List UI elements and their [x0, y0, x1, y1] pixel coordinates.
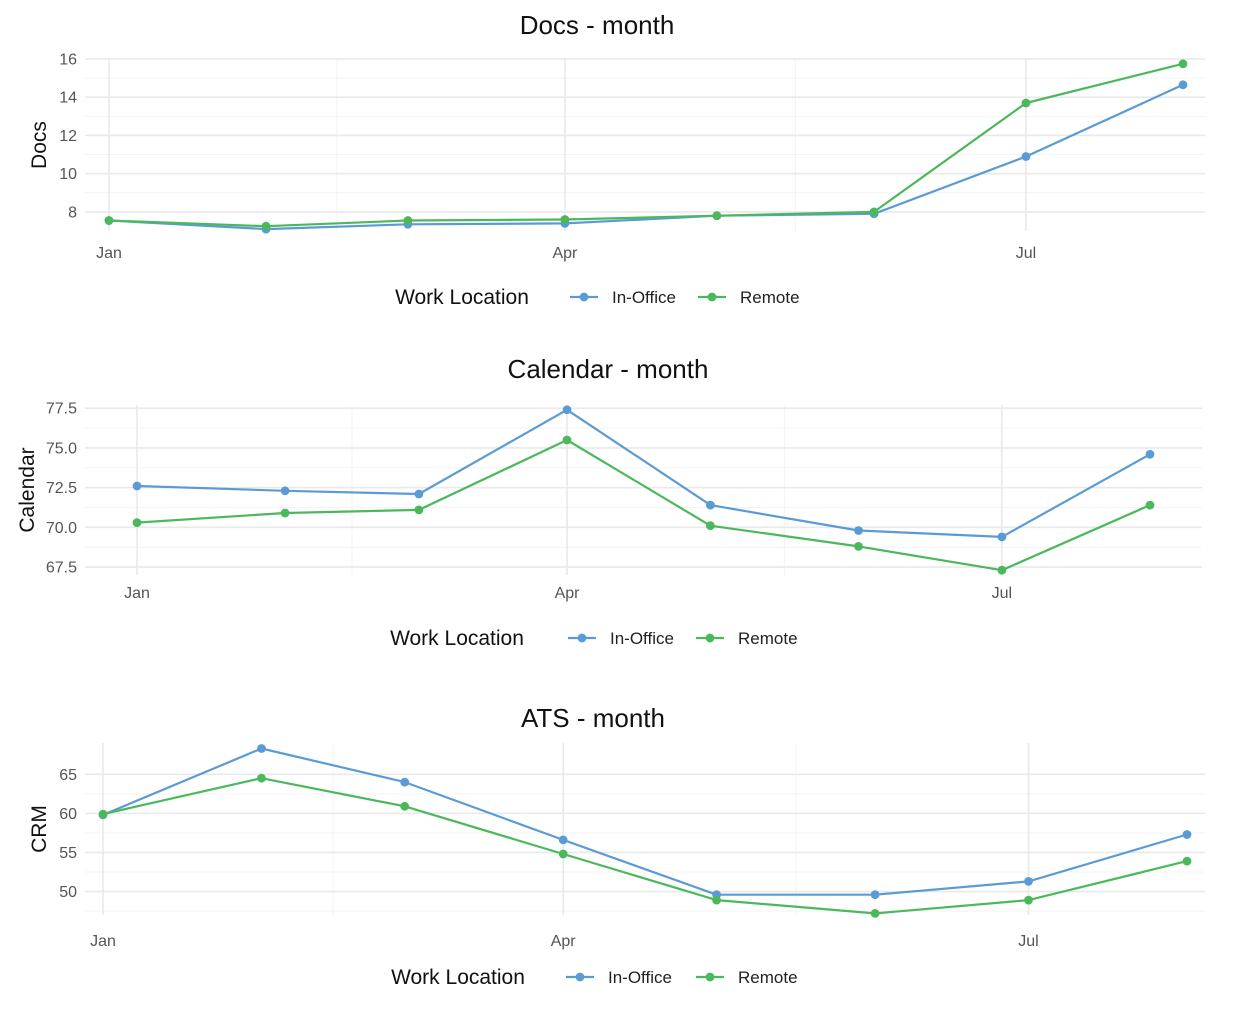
series-line-remote: [136, 438, 1151, 572]
data-point-remote: [104, 216, 114, 225]
x-tick-label: Jan: [90, 933, 116, 950]
legend-entry-label: Remote: [738, 629, 798, 648]
y-tick-label: 16: [59, 52, 77, 69]
data-point-inoffice: [870, 890, 880, 900]
chart-title: Docs - month: [520, 10, 675, 40]
data-point-remote: [414, 505, 424, 515]
y-tick-label: 10: [59, 166, 77, 183]
legend-point-key: [579, 292, 589, 302]
data-point-remote: [1182, 856, 1192, 866]
data-point-remote: [261, 221, 271, 231]
legend-point-key: [577, 633, 587, 643]
data-point-remote: [560, 215, 570, 224]
legend-point-key: [705, 633, 715, 643]
y-tick-label: 67.5: [46, 560, 77, 577]
data-point-inoffice: [1178, 80, 1188, 90]
data-point-remote: [1178, 59, 1188, 69]
legend-point-key: [575, 972, 585, 982]
series-line-remote: [102, 777, 1188, 915]
data-point-inoffice: [854, 526, 863, 535]
x-tick-label: Apr: [552, 245, 578, 262]
legend-title: Work Location: [390, 627, 524, 650]
data-point-remote: [558, 849, 568, 859]
data-point-remote: [712, 895, 721, 905]
data-point-remote: [997, 565, 1007, 575]
data-point-remote: [98, 809, 108, 819]
legend-point-key: [707, 292, 717, 302]
y-tick-label: 14: [59, 90, 77, 107]
data-point-remote: [1024, 895, 1033, 905]
series-line-inoffice: [136, 408, 1151, 539]
data-point-remote: [870, 909, 880, 918]
y-tick-label: 12: [59, 128, 77, 145]
x-tick-label: Apr: [551, 933, 577, 950]
data-point-inoffice: [562, 405, 572, 415]
legend-entry-label: Remote: [740, 288, 800, 307]
data-point-remote: [280, 508, 290, 518]
data-point-inoffice: [132, 481, 142, 491]
chart-title: Calendar - month: [508, 354, 709, 384]
chart-panel-2: 67.5 70.0 72.5 75.0 77.5 Jan Apr Jul Calendar - …: [16, 354, 1202, 650]
data-point-inoffice: [414, 489, 424, 499]
legend-entry-label: In-Office: [608, 968, 672, 987]
data-point-inoffice: [1182, 830, 1192, 839]
data-point-remote: [562, 435, 572, 445]
data-point-inoffice: [1024, 877, 1033, 886]
chart-title: ATS - month: [521, 703, 665, 733]
data-point-remote: [854, 542, 863, 551]
series-line-inoffice: [102, 747, 1188, 896]
data-point-inoffice: [400, 777, 410, 787]
x-tick-label: Jul: [1018, 933, 1038, 950]
data-point-remote: [257, 773, 266, 783]
y-tick-label: 72.5: [46, 480, 77, 497]
chart-panel-3: 50 55 60 65 Jan Apr Jul ATS - month CRM Work Loca…: [28, 703, 1205, 989]
x-tick-label: Jul: [992, 585, 1012, 602]
legend-title: Work Location: [395, 286, 529, 309]
data-point-remote: [712, 211, 722, 221]
x-tick-label: Jul: [1016, 245, 1036, 262]
legend-title: Work Location: [391, 966, 525, 989]
legend: Work Location In-Office Remote: [391, 966, 797, 989]
legend-entry-label: Remote: [738, 968, 798, 987]
y-tick-label: 77.5: [46, 401, 77, 418]
data-point-inoffice: [1145, 449, 1155, 459]
y-axis-label: Docs: [28, 121, 51, 169]
y-tick-label: 75.0: [46, 440, 77, 457]
data-point-remote: [1145, 500, 1155, 510]
series-line-inoffice: [108, 83, 1184, 231]
legend-entry-label: In-Office: [612, 288, 676, 307]
data-point-inoffice: [997, 532, 1007, 542]
x-tick-label: Jan: [96, 245, 122, 262]
y-axis-label: CRM: [28, 805, 51, 853]
y-tick-label: 55: [59, 845, 77, 862]
series-line-remote: [108, 62, 1184, 228]
data-point-inoffice: [706, 500, 715, 510]
y-tick-label: 65: [59, 767, 77, 784]
y-tick-label: 70.0: [46, 520, 77, 537]
chart-panel-1: 8 10 12 14 16 Jan Apr Jul Docs - month Docs Work L…: [28, 10, 1205, 309]
data-point-remote: [400, 801, 410, 811]
y-axis-label: Calendar: [16, 447, 39, 532]
legend-entry-label: In-Office: [610, 629, 674, 648]
x-tick-label: Apr: [555, 585, 581, 602]
legend: Work Location In-Office Remote: [395, 286, 799, 309]
data-point-inoffice: [257, 744, 266, 753]
data-point-inoffice: [558, 835, 568, 845]
data-point-remote: [1021, 98, 1031, 108]
legend: Work Location In-Office Remote: [390, 627, 797, 650]
data-point-remote: [403, 216, 413, 225]
legend-point-key: [705, 972, 715, 982]
data-point-remote: [706, 521, 715, 531]
y-tick-label: 8: [68, 204, 77, 221]
y-tick-label: 60: [59, 806, 77, 823]
x-tick-label: Jan: [124, 585, 150, 602]
data-point-remote: [869, 207, 879, 217]
data-point-inoffice: [280, 486, 290, 496]
data-point-remote: [132, 518, 142, 527]
y-tick-label: 50: [59, 884, 77, 901]
data-point-inoffice: [1021, 152, 1031, 161]
